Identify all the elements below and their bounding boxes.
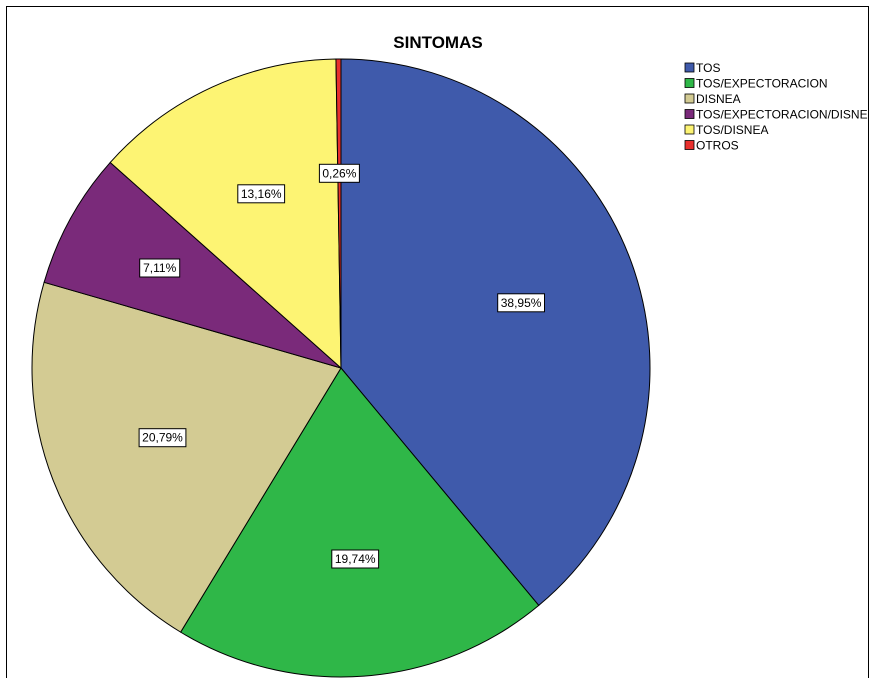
value-label-box-4	[139, 258, 181, 278]
legend-swatch-4	[684, 109, 695, 119]
value-label-box-2	[331, 549, 380, 569]
value-label-box-5	[237, 184, 286, 204]
legend-label-1: TOS	[696, 61, 720, 75]
value-label-5: 13,16%	[237, 184, 286, 204]
pie-slice-4	[43, 161, 342, 369]
value-label-text-5: 13,16%	[241, 187, 282, 201]
pie-slice-2	[179, 367, 540, 678]
legend-label-4: TOS/EXPECTORACION/DISNE	[696, 108, 868, 122]
value-label-2: 19,74%	[331, 549, 380, 569]
legend-swatch-1	[684, 62, 695, 73]
pie-slice-5	[109, 58, 342, 370]
value-label-3: 20,79%	[138, 428, 187, 448]
value-label-1: 38,95%	[497, 293, 546, 313]
legend-swatch-2	[684, 78, 695, 88]
value-label-text-6: 0,26%	[322, 166, 356, 180]
legend-swatch-6	[684, 140, 695, 150]
value-label-text-1: 38,95%	[501, 296, 542, 310]
legend-swatch-5	[684, 124, 695, 135]
chart-title: SINTOMAS	[393, 33, 482, 52]
legend-label-3: DISNEA	[696, 92, 741, 106]
value-label-6: 0,26%	[318, 163, 360, 183]
pie-slice-1	[340, 58, 651, 607]
value-label-box-3	[138, 428, 187, 448]
pie-slices	[31, 58, 651, 678]
legend-label-6: OTROS	[696, 139, 739, 153]
value-label-text-2: 19,74%	[335, 552, 376, 566]
legend-label-5: TOS/DISNEA	[696, 123, 768, 137]
pie-slice-3	[31, 281, 342, 633]
value-label-box-6	[318, 163, 360, 183]
value-label-4: 7,11%	[139, 258, 181, 278]
value-label-text-3: 20,79%	[142, 431, 183, 445]
pie-value-labels: 38,95% 19,74% 20,79% 7,11% 13,16% 0,26%	[138, 163, 546, 569]
value-label-text-4: 7,11%	[143, 261, 176, 275]
pie-slice-6	[335, 58, 342, 369]
value-label-box-1	[497, 293, 546, 313]
legend-label-2: TOS/EXPECTORACION	[696, 77, 828, 91]
legend-swatch-3	[684, 93, 695, 104]
